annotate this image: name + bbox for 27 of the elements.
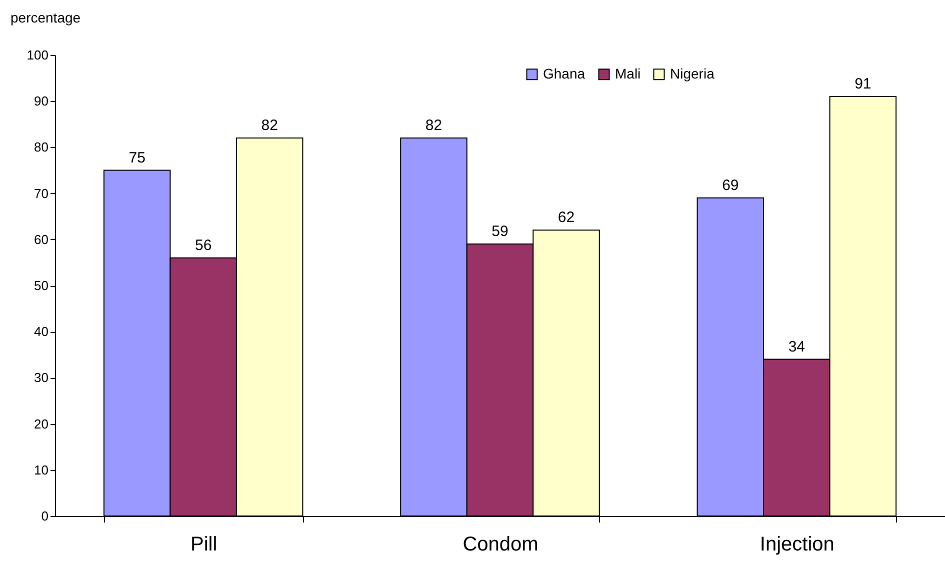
data-label: 56 xyxy=(194,236,212,254)
y-tick-label: 30 xyxy=(34,370,48,386)
y-tick-label: 90 xyxy=(34,94,48,109)
data-label: 34 xyxy=(788,338,806,356)
y-tick-label: 20 xyxy=(34,416,48,432)
data-label: 59 xyxy=(492,223,508,240)
y-tick-label: 0 xyxy=(41,508,48,524)
x-tick-label: Condom xyxy=(462,534,538,556)
y-tick-label: 50 xyxy=(34,278,48,293)
y-tick-label: 80 xyxy=(34,140,48,155)
data-label: 82 xyxy=(261,116,278,134)
y-tick-label: 60 xyxy=(34,232,48,247)
legend-label: Ghana xyxy=(543,65,586,82)
x-tick-label: Pill xyxy=(190,534,218,556)
x-tick-label: Injection xyxy=(760,534,834,556)
data-label: 69 xyxy=(722,176,739,194)
y-tick-label: 70 xyxy=(34,186,48,201)
data-label: 82 xyxy=(425,116,442,134)
y-tick-label: 100 xyxy=(26,48,48,62)
data-label: 91 xyxy=(854,75,872,92)
y-tick-label: 10 xyxy=(34,462,48,478)
legend-label: Nigeria xyxy=(670,65,715,82)
legend-label: Mali xyxy=(615,65,641,82)
data-label: 75 xyxy=(128,149,146,166)
y-axis-title: percentage xyxy=(10,10,81,26)
data-label: 62 xyxy=(558,209,575,226)
y-tick-label: 40 xyxy=(34,324,48,340)
